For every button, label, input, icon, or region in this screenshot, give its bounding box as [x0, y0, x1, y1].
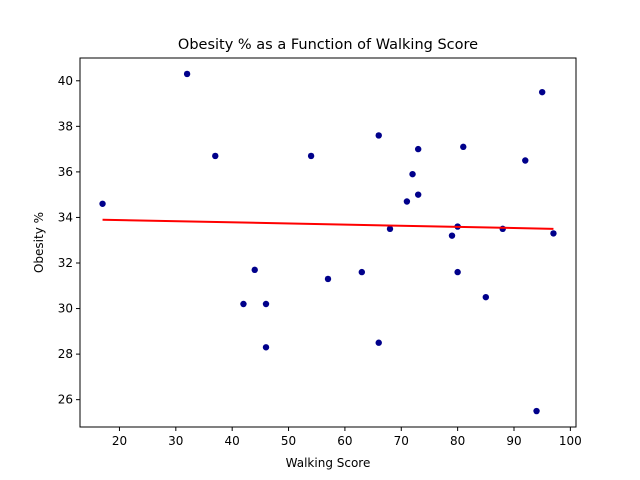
y-tick-label: 30 — [58, 302, 73, 316]
plot-area — [99, 70, 557, 415]
trend-line — [102, 218, 554, 230]
x-tick-label: 60 — [337, 434, 352, 448]
y-axis: 26 28 30 32 34 36 38 40 — [58, 74, 80, 407]
data-point — [414, 191, 422, 198]
data-point — [454, 268, 461, 276]
data-point — [448, 232, 456, 239]
data-point — [358, 268, 366, 276]
data-point — [522, 157, 529, 164]
y-tick-label: 40 — [58, 74, 73, 88]
x-tick-label: 90 — [506, 434, 521, 448]
data-point — [386, 225, 394, 233]
data-point — [262, 300, 270, 308]
data-point — [482, 293, 490, 301]
y-axis-label: Obesity % — [32, 212, 46, 273]
y-tick-label: 36 — [58, 165, 73, 179]
data-point — [240, 300, 247, 308]
x-axis-label: Walking Score — [286, 456, 371, 470]
data-point — [262, 344, 270, 351]
data-point — [538, 88, 546, 96]
chart-title: Obesity % as a Function of Walking Score — [178, 37, 478, 53]
data-point — [251, 266, 258, 274]
data-point — [307, 152, 315, 160]
y-tick-label: 28 — [58, 347, 73, 361]
x-tick-label: 50 — [281, 434, 296, 448]
x-tick-label: 100 — [559, 434, 582, 448]
data-point — [375, 132, 382, 139]
data-point — [414, 145, 422, 153]
x-tick-label: 30 — [168, 434, 183, 448]
data-point — [324, 275, 332, 283]
y-tick-label: 32 — [58, 256, 73, 270]
x-tick-label: 40 — [225, 434, 240, 448]
data-point — [460, 143, 467, 151]
y-tick-label: 38 — [58, 119, 73, 133]
data-point — [183, 70, 191, 78]
plot-frame — [79, 57, 577, 428]
data-point — [212, 152, 219, 160]
y-tick-label: 34 — [58, 210, 73, 224]
x-axis: 20 30 40 50 60 70 80 90 100 — [112, 427, 582, 448]
x-tick-label: 70 — [394, 434, 409, 448]
data-point — [409, 170, 416, 178]
data-point — [403, 198, 411, 205]
data-point — [533, 407, 540, 415]
data-point — [550, 230, 557, 237]
data-point — [99, 200, 106, 207]
x-tick-label: 20 — [112, 434, 127, 448]
x-tick-label: 80 — [450, 434, 465, 448]
y-tick-label: 26 — [58, 393, 73, 407]
data-point — [375, 339, 382, 346]
